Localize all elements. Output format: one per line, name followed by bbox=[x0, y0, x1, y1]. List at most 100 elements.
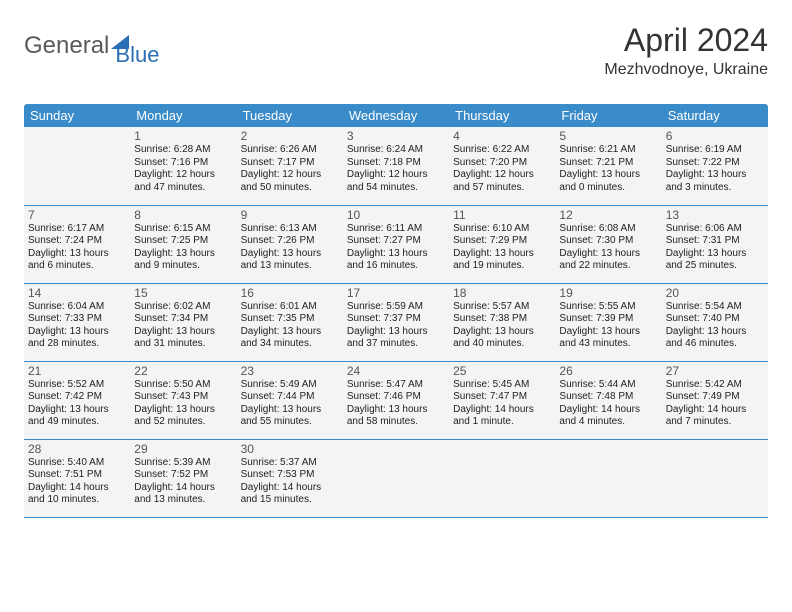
day-header: Monday bbox=[130, 104, 236, 127]
day-header: Saturday bbox=[662, 104, 768, 127]
sunset-text: Sunset: 7:20 PM bbox=[453, 157, 551, 170]
sunrise-text: Sunrise: 6:26 AM bbox=[241, 144, 339, 157]
day-number: 14 bbox=[28, 286, 126, 300]
calendar-day-cell: 18Sunrise: 5:57 AMSunset: 7:38 PMDayligh… bbox=[449, 283, 555, 361]
calendar-day-cell: 22Sunrise: 5:50 AMSunset: 7:43 PMDayligh… bbox=[130, 361, 236, 439]
daylight-text: and 46 minutes. bbox=[666, 338, 764, 351]
calendar-day-cell: 24Sunrise: 5:47 AMSunset: 7:46 PMDayligh… bbox=[343, 361, 449, 439]
day-number: 29 bbox=[134, 442, 232, 456]
day-number: 26 bbox=[559, 364, 657, 378]
sunrise-text: Sunrise: 6:19 AM bbox=[666, 144, 764, 157]
daylight-text: Daylight: 13 hours bbox=[241, 326, 339, 339]
daylight-text: Daylight: 13 hours bbox=[559, 248, 657, 261]
sunrise-text: Sunrise: 6:11 AM bbox=[347, 223, 445, 236]
calendar-head: SundayMondayTuesdayWednesdayThursdayFrid… bbox=[24, 104, 768, 127]
daylight-text: Daylight: 13 hours bbox=[28, 326, 126, 339]
sunset-text: Sunset: 7:52 PM bbox=[134, 469, 232, 482]
day-number: 6 bbox=[666, 129, 764, 143]
daylight-text: Daylight: 14 hours bbox=[453, 404, 551, 417]
sunset-text: Sunset: 7:49 PM bbox=[666, 391, 764, 404]
day-number: 22 bbox=[134, 364, 232, 378]
sunset-text: Sunset: 7:22 PM bbox=[666, 157, 764, 170]
day-number: 2 bbox=[241, 129, 339, 143]
calendar-week-row: 28Sunrise: 5:40 AMSunset: 7:51 PMDayligh… bbox=[24, 439, 768, 517]
daylight-text: Daylight: 13 hours bbox=[134, 404, 232, 417]
daylight-text: and 57 minutes. bbox=[453, 182, 551, 195]
calendar-day-cell: 21Sunrise: 5:52 AMSunset: 7:42 PMDayligh… bbox=[24, 361, 130, 439]
day-number: 18 bbox=[453, 286, 551, 300]
calendar-day-cell: 8Sunrise: 6:15 AMSunset: 7:25 PMDaylight… bbox=[130, 205, 236, 283]
sunrise-text: Sunrise: 6:01 AM bbox=[241, 301, 339, 314]
daylight-text: Daylight: 13 hours bbox=[134, 248, 232, 261]
sunset-text: Sunset: 7:30 PM bbox=[559, 235, 657, 248]
daylight-text: and 4 minutes. bbox=[559, 416, 657, 429]
daylight-text: and 15 minutes. bbox=[241, 494, 339, 507]
calendar-week-row: 14Sunrise: 6:04 AMSunset: 7:33 PMDayligh… bbox=[24, 283, 768, 361]
day-header: Friday bbox=[555, 104, 661, 127]
day-number: 13 bbox=[666, 208, 764, 222]
sunrise-text: Sunrise: 6:21 AM bbox=[559, 144, 657, 157]
sunset-text: Sunset: 7:39 PM bbox=[559, 313, 657, 326]
calendar-empty-cell bbox=[343, 439, 449, 517]
calendar-day-cell: 3Sunrise: 6:24 AMSunset: 7:18 PMDaylight… bbox=[343, 127, 449, 205]
daylight-text: and 40 minutes. bbox=[453, 338, 551, 351]
sunrise-text: Sunrise: 5:44 AM bbox=[559, 379, 657, 392]
calendar-day-cell: 28Sunrise: 5:40 AMSunset: 7:51 PMDayligh… bbox=[24, 439, 130, 517]
daylight-text: and 55 minutes. bbox=[241, 416, 339, 429]
daylight-text: and 10 minutes. bbox=[28, 494, 126, 507]
daylight-text: and 9 minutes. bbox=[134, 260, 232, 273]
daylight-text: Daylight: 13 hours bbox=[453, 326, 551, 339]
sunrise-text: Sunrise: 6:13 AM bbox=[241, 223, 339, 236]
daylight-text: and 13 minutes. bbox=[134, 494, 232, 507]
day-number: 28 bbox=[28, 442, 126, 456]
daylight-text: and 52 minutes. bbox=[134, 416, 232, 429]
calendar-day-cell: 29Sunrise: 5:39 AMSunset: 7:52 PMDayligh… bbox=[130, 439, 236, 517]
day-number: 27 bbox=[666, 364, 764, 378]
daylight-text: Daylight: 14 hours bbox=[666, 404, 764, 417]
day-number: 25 bbox=[453, 364, 551, 378]
sunset-text: Sunset: 7:33 PM bbox=[28, 313, 126, 326]
sunrise-text: Sunrise: 5:42 AM bbox=[666, 379, 764, 392]
sunrise-text: Sunrise: 5:50 AM bbox=[134, 379, 232, 392]
month-title: April 2024 bbox=[604, 22, 768, 59]
calendar-empty-cell bbox=[662, 439, 768, 517]
sunset-text: Sunset: 7:48 PM bbox=[559, 391, 657, 404]
calendar-day-cell: 23Sunrise: 5:49 AMSunset: 7:44 PMDayligh… bbox=[237, 361, 343, 439]
sunrise-text: Sunrise: 6:22 AM bbox=[453, 144, 551, 157]
daylight-text: and 58 minutes. bbox=[347, 416, 445, 429]
calendar-table: SundayMondayTuesdayWednesdayThursdayFrid… bbox=[24, 104, 768, 518]
day-number: 1 bbox=[134, 129, 232, 143]
day-number: 20 bbox=[666, 286, 764, 300]
calendar-week-row: 1Sunrise: 6:28 AMSunset: 7:16 PMDaylight… bbox=[24, 127, 768, 205]
day-number: 15 bbox=[134, 286, 232, 300]
daylight-text: Daylight: 12 hours bbox=[347, 169, 445, 182]
daylight-text: Daylight: 12 hours bbox=[134, 169, 232, 182]
daylight-text: Daylight: 13 hours bbox=[666, 326, 764, 339]
sunset-text: Sunset: 7:38 PM bbox=[453, 313, 551, 326]
sunset-text: Sunset: 7:46 PM bbox=[347, 391, 445, 404]
calendar-day-cell: 11Sunrise: 6:10 AMSunset: 7:29 PMDayligh… bbox=[449, 205, 555, 283]
daylight-text: Daylight: 14 hours bbox=[241, 482, 339, 495]
daylight-text: Daylight: 13 hours bbox=[347, 248, 445, 261]
day-number: 30 bbox=[241, 442, 339, 456]
logo: General Blue bbox=[24, 24, 159, 68]
sunset-text: Sunset: 7:16 PM bbox=[134, 157, 232, 170]
day-number: 24 bbox=[347, 364, 445, 378]
sunrise-text: Sunrise: 5:57 AM bbox=[453, 301, 551, 314]
day-number: 12 bbox=[559, 208, 657, 222]
calendar-empty-cell bbox=[555, 439, 661, 517]
sunset-text: Sunset: 7:24 PM bbox=[28, 235, 126, 248]
daylight-text: Daylight: 13 hours bbox=[453, 248, 551, 261]
sunset-text: Sunset: 7:51 PM bbox=[28, 469, 126, 482]
sunset-text: Sunset: 7:17 PM bbox=[241, 157, 339, 170]
daylight-text: and 16 minutes. bbox=[347, 260, 445, 273]
daylight-text: and 50 minutes. bbox=[241, 182, 339, 195]
day-number: 19 bbox=[559, 286, 657, 300]
calendar-week-row: 21Sunrise: 5:52 AMSunset: 7:42 PMDayligh… bbox=[24, 361, 768, 439]
daylight-text: and 13 minutes. bbox=[241, 260, 339, 273]
daylight-text: Daylight: 13 hours bbox=[28, 404, 126, 417]
calendar-day-cell: 19Sunrise: 5:55 AMSunset: 7:39 PMDayligh… bbox=[555, 283, 661, 361]
calendar-day-cell: 1Sunrise: 6:28 AMSunset: 7:16 PMDaylight… bbox=[130, 127, 236, 205]
daylight-text: and 47 minutes. bbox=[134, 182, 232, 195]
daylight-text: Daylight: 13 hours bbox=[347, 404, 445, 417]
